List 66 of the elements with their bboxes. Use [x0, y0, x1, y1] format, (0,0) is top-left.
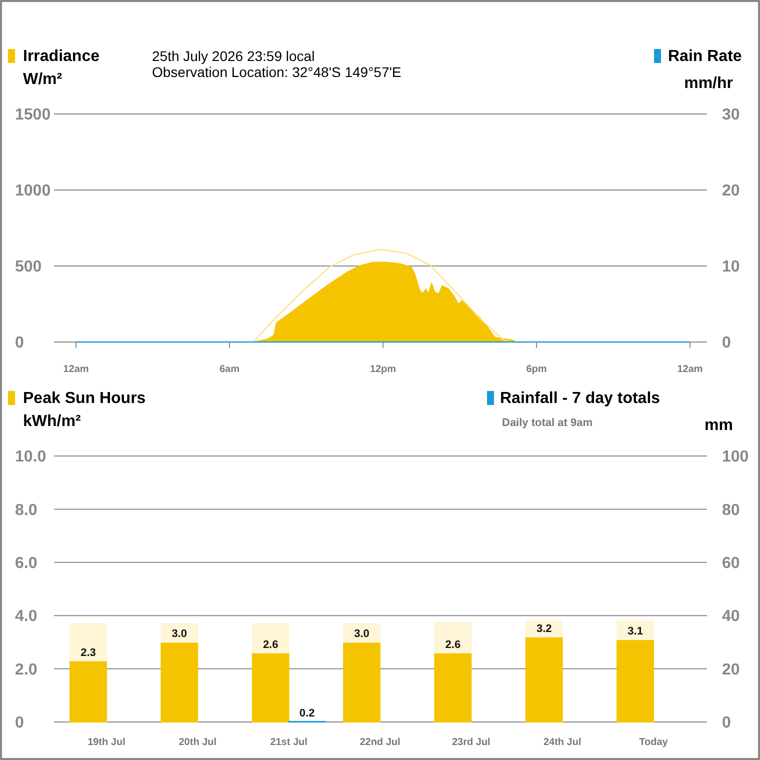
- legend-label: Rain Rate: [668, 48, 742, 65]
- x-tick-label: 20th Jul: [178, 737, 217, 748]
- y2-axis-title: mm: [704, 417, 733, 434]
- y-tick-label: 8.0: [15, 502, 38, 519]
- y-tick-label: 2.0: [15, 661, 38, 678]
- bar: [70, 623, 107, 662]
- bar: [525, 636, 563, 722]
- data-label: 2.3: [80, 646, 96, 659]
- x-tick-label: 12pm: [370, 364, 396, 375]
- x-tick-label: 6pm: [526, 364, 547, 375]
- bar: [70, 660, 107, 722]
- bar: [343, 642, 380, 722]
- x-tick-label: 12am: [677, 364, 703, 375]
- data-label: 3.1: [628, 626, 643, 638]
- y-tick-label: 1500: [15, 106, 51, 124]
- x-tick-label: 21st Jul: [270, 737, 308, 748]
- legend-label: Irradiance: [23, 48, 100, 65]
- bar: [252, 623, 290, 654]
- line-series: [252, 248, 512, 343]
- bar: [160, 623, 198, 643]
- y-axis-title: kWh/m²: [23, 413, 81, 430]
- legend-label: Rainfall - 7 day totals: [500, 390, 660, 407]
- y2-tick-label: 20: [722, 182, 740, 200]
- x-tick-label: 12am: [63, 364, 89, 375]
- y2-tick-label: 20: [722, 661, 740, 678]
- bar: [252, 652, 290, 722]
- y2-tick-label: 0: [722, 334, 731, 352]
- data-label: 0.2: [299, 707, 315, 720]
- y2-axis-title: mm/hr: [684, 75, 733, 92]
- data-label: 2.6: [445, 638, 461, 651]
- y2-tick-label: 30: [722, 106, 740, 124]
- data-label: 3.2: [536, 622, 552, 635]
- x-tick-label: 19th Jul: [88, 737, 126, 748]
- text: Observation Location: 32°48'S 149°57'E: [152, 64, 402, 80]
- y2-tick-label: 0: [722, 714, 731, 732]
- y-tick-label: 4.0: [15, 608, 38, 626]
- y-tick-label: 0: [15, 334, 24, 352]
- y2-tick-label: 10: [722, 258, 740, 276]
- text: Daily total at 9am: [502, 417, 593, 429]
- bar: [616, 620, 654, 640]
- y-tick-label: 1000: [15, 182, 51, 200]
- y-tick-label: 0: [15, 714, 24, 732]
- bar: [616, 639, 654, 722]
- legend-label: Peak Sun Hours: [23, 390, 146, 407]
- y-tick-label: 10.0: [15, 448, 46, 466]
- y2-tick-label: 100: [722, 448, 749, 466]
- y-tick-label: 6.0: [15, 555, 38, 572]
- bar: [525, 620, 563, 638]
- data-label: 3.0: [354, 628, 370, 640]
- x-tick-label: 22nd Jul: [360, 737, 400, 748]
- y2-tick-label: 60: [722, 555, 740, 572]
- y-axis-title: W/m²: [23, 71, 62, 88]
- bar: [160, 642, 198, 722]
- y2-tick-label: 40: [722, 608, 740, 626]
- bar: [343, 623, 380, 643]
- data-label: 3.0: [172, 628, 188, 640]
- y2-tick-label: 80: [722, 502, 740, 519]
- x-tick-label: 24th Jul: [543, 737, 582, 748]
- y-tick-label: 500: [15, 258, 42, 276]
- data-label: 2.6: [262, 638, 278, 651]
- x-tick-label: 23rd Jul: [452, 737, 491, 748]
- x-tick-label: Today: [639, 737, 668, 748]
- bar: [434, 652, 472, 722]
- chart-subtitle: 25th July 2026 23:59 local: [152, 48, 315, 64]
- x-tick-label: 6am: [219, 364, 240, 375]
- bar: [434, 622, 472, 654]
